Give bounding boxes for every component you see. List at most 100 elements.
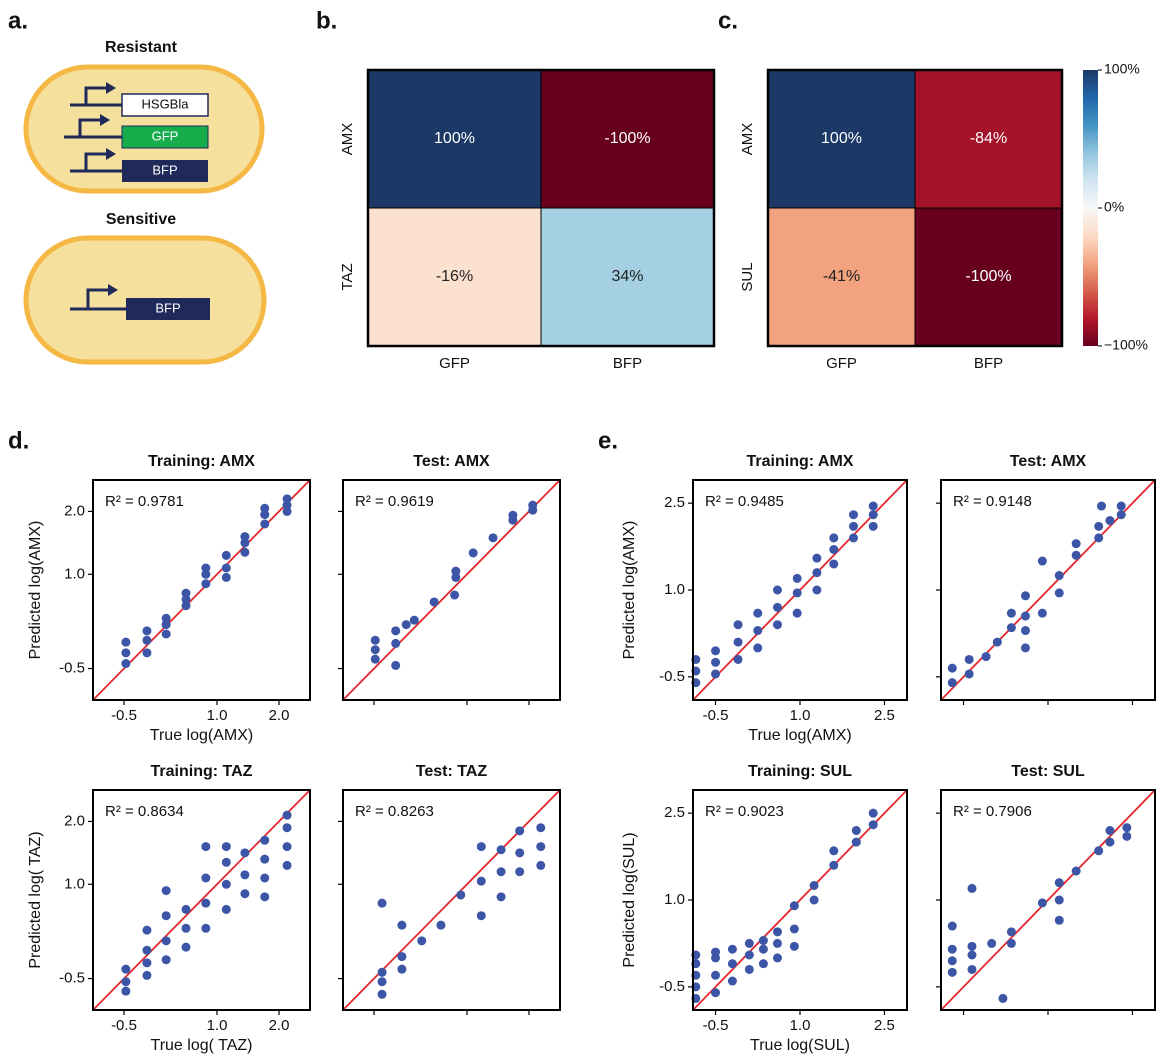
annotation: R² = 0.9148 [953,493,1032,510]
row-label: TAZ [339,263,356,290]
point [283,861,292,870]
point [260,504,269,513]
point [810,881,819,890]
x-tick-label: 2.0 [269,1017,290,1034]
point [1021,626,1030,635]
cell-label: 34% [611,268,643,285]
point [371,636,380,645]
y-tick-label: -0.5 [659,978,685,995]
point [283,842,292,851]
point [948,922,957,931]
point [773,586,782,595]
panel-label: c. [718,7,738,34]
point [201,899,210,908]
point [162,886,171,895]
point [793,574,802,583]
point [182,943,191,952]
point [222,905,231,914]
point [1072,867,1081,876]
point [967,884,976,893]
point [998,994,1007,1003]
point [1072,551,1081,560]
x-tick-label: -0.5 [703,1017,729,1034]
point [240,889,249,898]
point [240,848,249,857]
identity-line [343,790,560,1010]
point [852,826,861,835]
point [1117,510,1126,519]
point [142,626,151,635]
point [397,965,406,974]
point [810,896,819,905]
annotation: R² = 0.9485 [705,493,784,510]
point [378,899,387,908]
point [967,942,976,951]
colorbar-tick-label: −100% [1104,337,1148,353]
point [869,820,878,829]
point [201,564,210,573]
point [745,951,754,960]
point [1007,939,1016,948]
annotation: R² = 0.7906 [953,803,1032,820]
point [477,877,486,886]
point [528,501,537,510]
point [260,836,269,845]
annotation: R² = 0.9781 [105,493,184,510]
gene-label: GFP [152,128,179,143]
point [536,823,545,832]
point [869,502,878,511]
point [477,911,486,920]
point [829,559,838,568]
point [1055,878,1064,887]
point [182,924,191,933]
point [790,901,799,910]
point [121,648,130,657]
y-tick-label: -0.5 [659,668,685,685]
point [948,678,957,687]
point [1055,916,1064,925]
point [1094,533,1103,542]
point [967,951,976,960]
resistant-cell: Resistant HSGBla GFP BFP [26,39,262,191]
identity-line [941,790,1155,1010]
point [201,842,210,851]
point [121,965,130,974]
point [371,645,380,654]
point [1007,623,1016,632]
point [1021,612,1030,621]
point [1055,588,1064,597]
point [142,636,151,645]
point [753,609,762,618]
point [260,874,269,883]
point [436,921,445,930]
point [497,892,506,901]
point [1021,643,1030,652]
point [508,511,517,520]
point [1055,896,1064,905]
point [240,532,249,541]
x-tick-label: -0.5 [111,1017,137,1034]
row-label: SUL [739,262,756,291]
point [1094,846,1103,855]
point [391,639,400,648]
point [142,946,151,955]
point [759,936,768,945]
cell-label: 100% [821,130,862,147]
point [397,952,406,961]
point [987,939,996,948]
point [773,603,782,612]
y-axis-label: Predicted log(AMX) [27,521,44,660]
x-axis-label: True log(AMX) [748,727,851,744]
y-tick-label: -0.5 [59,660,85,677]
cell-label: Sensitive [106,211,176,228]
point [759,959,768,968]
point [812,554,821,563]
point [829,545,838,554]
figure: a. b. c. d. e. Resistant HSGBla GFP BFP … [0,0,1159,1060]
point [450,591,459,600]
point [162,614,171,623]
point [222,573,231,582]
point [477,842,486,851]
y-tick-label: 1.0 [64,565,85,582]
point [240,870,249,879]
